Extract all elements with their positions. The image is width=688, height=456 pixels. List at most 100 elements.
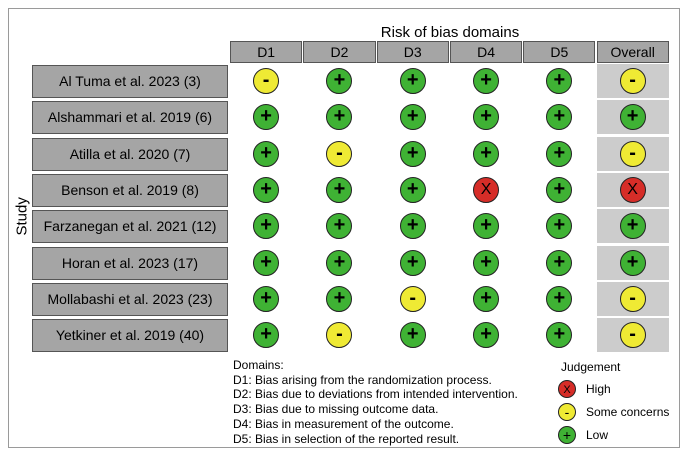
low-judgement-icon: + [326,249,353,276]
legend-some-concerns-icon: - [558,403,576,421]
judgement-symbol: + [260,323,272,346]
judgement-symbol: + [333,286,346,309]
judgement-symbol: + [333,214,346,237]
low-judgement-icon: + [546,140,573,167]
low-judgement-icon: + [326,68,353,94]
judgement-symbol: + [406,250,419,273]
judgement-cell: + [376,100,449,135]
column-header-d3: D3 [376,41,449,63]
judgement-cell: + [449,136,523,171]
judgement-cell: + [523,318,596,353]
low-judgement-icon: + [546,104,573,131]
judgement-symbol: + [480,323,492,346]
judgement-symbol: + [406,214,419,237]
judgement-cell: + [523,245,596,280]
judgement-symbol: + [553,323,566,346]
judgement-symbol: - [336,141,343,164]
study-label: Yetkiner et al. 2019 (40) [32,319,228,353]
some-concerns-judgement-icon: - [399,285,426,312]
study-axis-label: Study [13,197,31,236]
low-judgement-icon: + [473,213,500,240]
low-judgement-icon: + [619,249,646,276]
some-concerns-judgement-icon: - [619,140,646,167]
judgement-cell: + [230,136,303,171]
legend-high-label: High [586,382,611,396]
judgement-symbol: + [480,141,492,164]
judgement-symbol: + [333,250,346,273]
low-judgement-icon: + [473,68,500,94]
judgement-symbol: + [406,323,419,346]
low-judgement-icon: + [399,213,426,240]
low-judgement-icon: + [473,104,500,131]
judgement-symbol: + [260,141,272,164]
legend-symbol: X [563,384,571,396]
judgement-symbol: + [626,105,639,128]
judgement-cell: - [596,64,669,98]
domains-legend-item-d3: D3: Bias due to missing outcome data. [233,402,439,417]
judgement-cell: + [523,172,596,207]
domains-legend: Domains: D1: Bias arising from the rando… [233,358,518,446]
judgement-cell: - [303,318,376,353]
judgement-symbol: + [480,69,492,91]
judgement-symbol: + [260,250,272,273]
judgement-cell: + [449,64,523,98]
judgement-symbol: + [260,177,272,200]
low-judgement-icon: + [619,104,646,131]
judgement-cell: + [449,281,523,316]
domains-legend-title: Domains: [233,358,284,372]
judgement-cell: + [376,172,449,207]
column-header-d5: D5 [523,41,596,63]
low-judgement-icon: + [253,213,280,240]
judgement-cell: + [449,209,523,244]
some-concerns-judgement-icon: - [619,285,646,312]
judgement-symbol: + [553,69,566,91]
judgement-cell: + [523,209,596,244]
judgement-cell: + [449,245,523,280]
judgement-symbol: + [553,250,566,273]
judgement-symbol: + [406,141,419,164]
judgement-cell: + [230,172,303,207]
judgement-cell: - [596,136,669,171]
judgement-cell: - [230,64,303,98]
judgement-symbol: + [333,69,346,91]
low-judgement-icon: + [546,322,573,349]
low-judgement-icon: + [253,104,280,131]
judgement-symbol: + [406,105,419,128]
judgement-cell: + [376,245,449,280]
low-judgement-icon: + [473,285,500,312]
judgement-symbol: + [626,250,639,273]
judgement-symbol: + [260,105,272,128]
judgement-symbol: X [480,180,492,198]
domains-legend-item-d1: D1: Bias arising from the randomization … [233,372,492,387]
judgement-cell: + [303,209,376,244]
judgement-symbol: + [553,105,566,128]
low-judgement-icon: + [253,140,280,167]
column-header-d4: D4 [449,41,523,63]
study-label: Alshammari et al. 2019 (6) [32,101,228,135]
low-judgement-icon: + [326,104,353,131]
some-concerns-judgement-icon: - [253,68,280,94]
judgement-cell: + [303,64,376,98]
low-judgement-icon: + [546,213,573,240]
judgement-symbol: + [626,214,639,237]
judgement-symbol: X [627,180,638,198]
some-concerns-judgement-icon: - [619,68,646,94]
low-judgement-icon: + [253,176,280,203]
judgement-symbol: + [333,105,346,128]
judgement-cell: + [596,209,669,244]
column-header-overall: Overall [596,41,669,63]
judgement-cell: + [230,281,303,316]
study-label: Atilla et al. 2020 (7) [32,137,228,171]
judgement-symbol: + [480,250,492,273]
domains-header-title: Risk of bias domains [380,24,520,41]
judgement-cell: - [303,136,376,171]
low-judgement-icon: + [253,285,280,312]
figure-frame [8,8,680,448]
study-label: Mollabashi et al. 2023 (23) [32,282,228,316]
judgement-symbol: + [480,286,492,309]
judgement-symbol: - [629,286,636,309]
low-judgement-icon: + [473,322,500,349]
low-judgement-icon: + [399,140,426,167]
legend-symbol: + [562,427,572,443]
judgement-cell: + [230,100,303,135]
